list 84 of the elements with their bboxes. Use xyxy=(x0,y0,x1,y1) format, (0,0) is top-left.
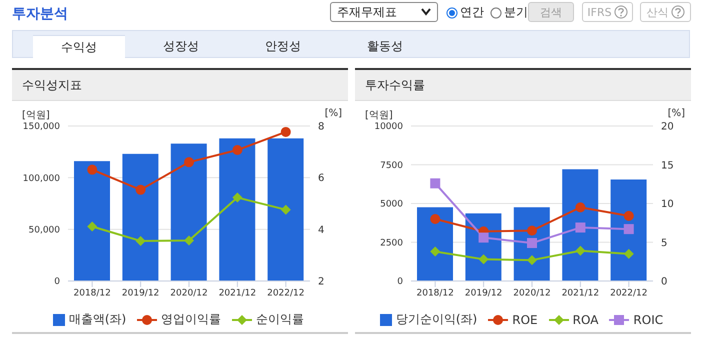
point xyxy=(624,224,634,234)
y2-axis-title: [%] xyxy=(324,108,342,119)
y-tick-label: 2500 xyxy=(380,238,404,248)
y-tick-label: 10000 xyxy=(374,122,404,132)
point xyxy=(136,184,146,195)
bar xyxy=(122,154,158,281)
text: 분기 xyxy=(503,4,528,21)
text: 활동성 xyxy=(366,38,404,55)
bar xyxy=(219,138,256,281)
point xyxy=(527,255,537,266)
point xyxy=(624,248,634,259)
legend-label: 당기순이익(좌) xyxy=(394,311,478,328)
text: IFRS xyxy=(582,2,633,22)
text: 투자분석 xyxy=(12,5,68,23)
x-tick-label: 2020/12 xyxy=(513,288,551,298)
y-axis-title: [억원] xyxy=(22,109,50,122)
point xyxy=(527,238,537,248)
x-tick-label: 2018/12 xyxy=(416,288,454,298)
text: 검색 xyxy=(528,2,574,22)
bar xyxy=(268,138,304,281)
y2-tick-label: 20 xyxy=(661,122,674,133)
y-tick-label: 0 xyxy=(397,277,404,288)
x-tick-label: 2019/12 xyxy=(122,288,160,298)
y-tick-label: 5000 xyxy=(380,200,404,210)
y2-tick-label: 0 xyxy=(661,276,668,288)
y2-tick-label: 15 xyxy=(661,160,674,172)
chart-title: 투자수익률 xyxy=(355,70,691,101)
point xyxy=(87,164,98,175)
x-tick-label: 2018/12 xyxy=(74,288,111,298)
x-tick-label: 2022/12 xyxy=(610,288,648,298)
point xyxy=(430,246,440,257)
legend-label: ROIC xyxy=(632,312,664,328)
text: 주재무제표 xyxy=(337,4,397,20)
y-tick-label: 0 xyxy=(54,277,60,288)
legend-label: 매출액(좌) xyxy=(68,311,126,328)
y2-tick-label: 2 xyxy=(318,276,324,288)
y-axis-title: [억원] xyxy=(365,109,393,122)
y-tick-label: 50,000 xyxy=(28,226,60,236)
x-tick-label: 2022/12 xyxy=(267,288,304,298)
text: 안정성 xyxy=(264,38,302,55)
point xyxy=(624,210,634,221)
chart-title: 수익성지표 xyxy=(12,70,348,101)
point xyxy=(575,202,586,212)
y2-tick-label: 4 xyxy=(318,224,324,236)
y2-tick-label: 6 xyxy=(318,173,324,184)
legend-label: ROA xyxy=(572,312,598,328)
y2-tick-label: 10 xyxy=(661,199,674,210)
text: 연간 xyxy=(459,4,484,21)
point xyxy=(478,254,489,264)
point xyxy=(430,178,440,188)
y-tick-label: 7500 xyxy=(380,160,404,171)
point xyxy=(184,157,194,168)
text: 산식 xyxy=(640,2,691,22)
legend-label: 순이익률 xyxy=(255,311,304,328)
point xyxy=(280,126,291,137)
point xyxy=(232,145,242,156)
point xyxy=(575,222,586,233)
point xyxy=(527,226,537,236)
point xyxy=(184,235,194,246)
x-tick-label: 2019/12 xyxy=(464,288,502,298)
legend-label: ROE xyxy=(511,312,538,328)
point xyxy=(430,214,440,224)
bar xyxy=(562,169,598,281)
y2-tick-label: 5 xyxy=(661,238,668,249)
y2-tick-label: 8 xyxy=(318,122,324,133)
text: 성장성 xyxy=(162,38,200,55)
x-tick-label: 2021/12 xyxy=(562,288,600,298)
bar xyxy=(417,207,453,281)
bar xyxy=(74,161,110,281)
y-tick-label: 100,000 xyxy=(22,174,60,184)
point xyxy=(478,232,489,243)
y2-axis-title: [%] xyxy=(668,108,685,119)
text: 수익성 xyxy=(33,35,125,60)
point xyxy=(232,192,242,203)
legend-label: 영업이익률 xyxy=(160,311,222,328)
point xyxy=(87,221,98,232)
x-tick-label: 2021/12 xyxy=(218,288,256,298)
point xyxy=(575,246,586,256)
point xyxy=(136,236,146,246)
point xyxy=(280,204,291,215)
x-tick-label: 2020/12 xyxy=(170,288,208,298)
y-tick-label: 150,000 xyxy=(22,122,60,132)
bar xyxy=(610,179,647,281)
bar xyxy=(170,144,207,281)
